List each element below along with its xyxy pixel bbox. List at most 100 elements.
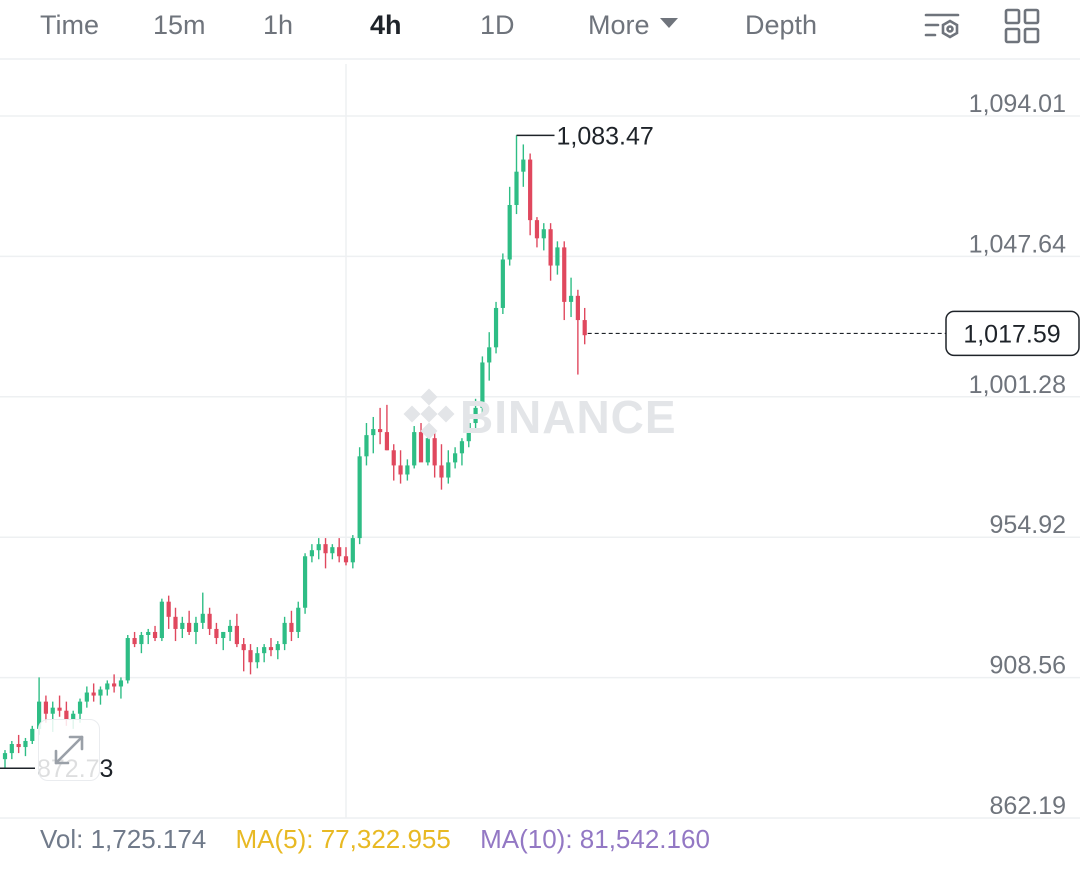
caret-down-icon (659, 18, 678, 28)
candle-body (262, 647, 267, 654)
candle-body (446, 462, 451, 478)
candle-body (371, 429, 376, 436)
chart-settings-icon[interactable] (923, 6, 965, 48)
candle-body (562, 247, 567, 302)
candle-body (480, 362, 485, 408)
candle-body (521, 159, 526, 172)
tab-4h[interactable]: 4h (370, 10, 402, 40)
candle-body (364, 435, 369, 457)
candle-body (575, 295, 580, 321)
candle-body (227, 625, 233, 632)
candle-body (473, 407, 478, 424)
ma10-value: MA(10): 81,542.160 (480, 824, 710, 854)
candle-body (125, 638, 130, 681)
tab-15m[interactable]: 15m (153, 10, 206, 40)
candle-body (91, 692, 96, 696)
candle-body (37, 701, 42, 729)
candle-body (514, 171, 519, 205)
binance-logo-icon (403, 388, 455, 440)
chart-labels: 1,094.01 1,047.64 1,001.28 954.92 908.56 862.… (0, 90, 1080, 820)
tab-more[interactable]: More (588, 10, 678, 41)
y-axis-label: 1,047.64 (969, 230, 1066, 258)
candle-body (84, 692, 89, 702)
candle-body (43, 701, 49, 714)
candle-body (459, 441, 465, 454)
candle-body (282, 622, 287, 645)
candle-body (180, 622, 185, 629)
candle-body (439, 465, 444, 478)
candle-body (391, 450, 396, 466)
y-axis-label: 908.56 (990, 652, 1066, 680)
candle-body (330, 547, 335, 554)
candle-body (384, 432, 390, 451)
candle-body (207, 613, 212, 629)
candle-body (398, 465, 403, 475)
candle-body (568, 295, 574, 302)
candle-body (139, 634, 144, 645)
candle-body (350, 538, 355, 563)
candle-body (296, 607, 301, 632)
candle-body (241, 644, 246, 651)
candle-body (582, 320, 587, 336)
candle-body (2, 753, 8, 760)
candle-body (500, 259, 505, 308)
candle-body (507, 204, 512, 260)
tab-depth[interactable]: Depth (745, 10, 818, 40)
candle-body (173, 616, 178, 629)
candle-body (302, 556, 308, 608)
watermark-text: BINANCE (460, 391, 677, 443)
y-axis-label: 1,094.01 (969, 90, 1066, 118)
candle-body (323, 544, 328, 554)
candle-body (64, 710, 69, 720)
candle-body (541, 229, 546, 239)
candle-body (193, 622, 199, 632)
tab-time[interactable]: Time (40, 10, 99, 40)
candle-body (289, 622, 294, 632)
y-axis-label: 954.92 (990, 511, 1066, 539)
ma5-value: MA(5): 77,322.955 (235, 824, 451, 854)
candle-body (30, 728, 35, 741)
candle-body (112, 683, 117, 687)
candle-body (432, 438, 437, 466)
candle-body (132, 638, 137, 645)
brand-watermark: BINANCE (402, 384, 702, 444)
candle-body (77, 701, 83, 714)
candle-body (316, 544, 321, 551)
candle-body (493, 307, 499, 348)
interval-tab-bar: Time 15m 1h 4h 1D More Depth (0, 0, 1080, 60)
indicator-bar: Vol: 1,725.174 MA(5): 77,322.955 MA(10):… (0, 818, 1080, 876)
candle-body (200, 613, 205, 623)
candle-body (412, 432, 417, 466)
last-price-value: 1,017.59 (963, 320, 1060, 348)
candle-body (248, 650, 253, 663)
grid-layout-icon[interactable] (1001, 6, 1043, 48)
candle-body (146, 631, 151, 635)
candle-body (275, 644, 280, 651)
candle-body (453, 453, 458, 463)
fullscreen-button[interactable] (38, 719, 100, 781)
candle-body (118, 680, 124, 687)
last-price-tag[interactable] (945, 310, 1080, 357)
candle-body (548, 229, 553, 266)
candle-body (234, 625, 239, 645)
y-axis-label: 862.19 (990, 792, 1066, 820)
volume-value: Vol: 1,725.174 (40, 824, 207, 854)
candle-body (268, 647, 274, 651)
candle-body (9, 744, 14, 754)
candle-body (255, 653, 260, 663)
candle-body (152, 631, 158, 639)
expand-arrows-icon (54, 735, 84, 765)
candle-body (337, 547, 342, 557)
candle-body (221, 631, 226, 639)
tab-1h[interactable]: 1h (263, 10, 294, 40)
tab-more-label: More (588, 10, 650, 40)
candle-body (425, 438, 430, 463)
candle-body (534, 220, 540, 239)
tab-1d[interactable]: 1D (480, 10, 515, 40)
candle-body (214, 628, 219, 639)
candle-body (343, 556, 349, 563)
candle-body (57, 707, 62, 711)
candle-body (23, 740, 28, 748)
candle-body (487, 347, 492, 363)
candle-body (166, 601, 171, 617)
